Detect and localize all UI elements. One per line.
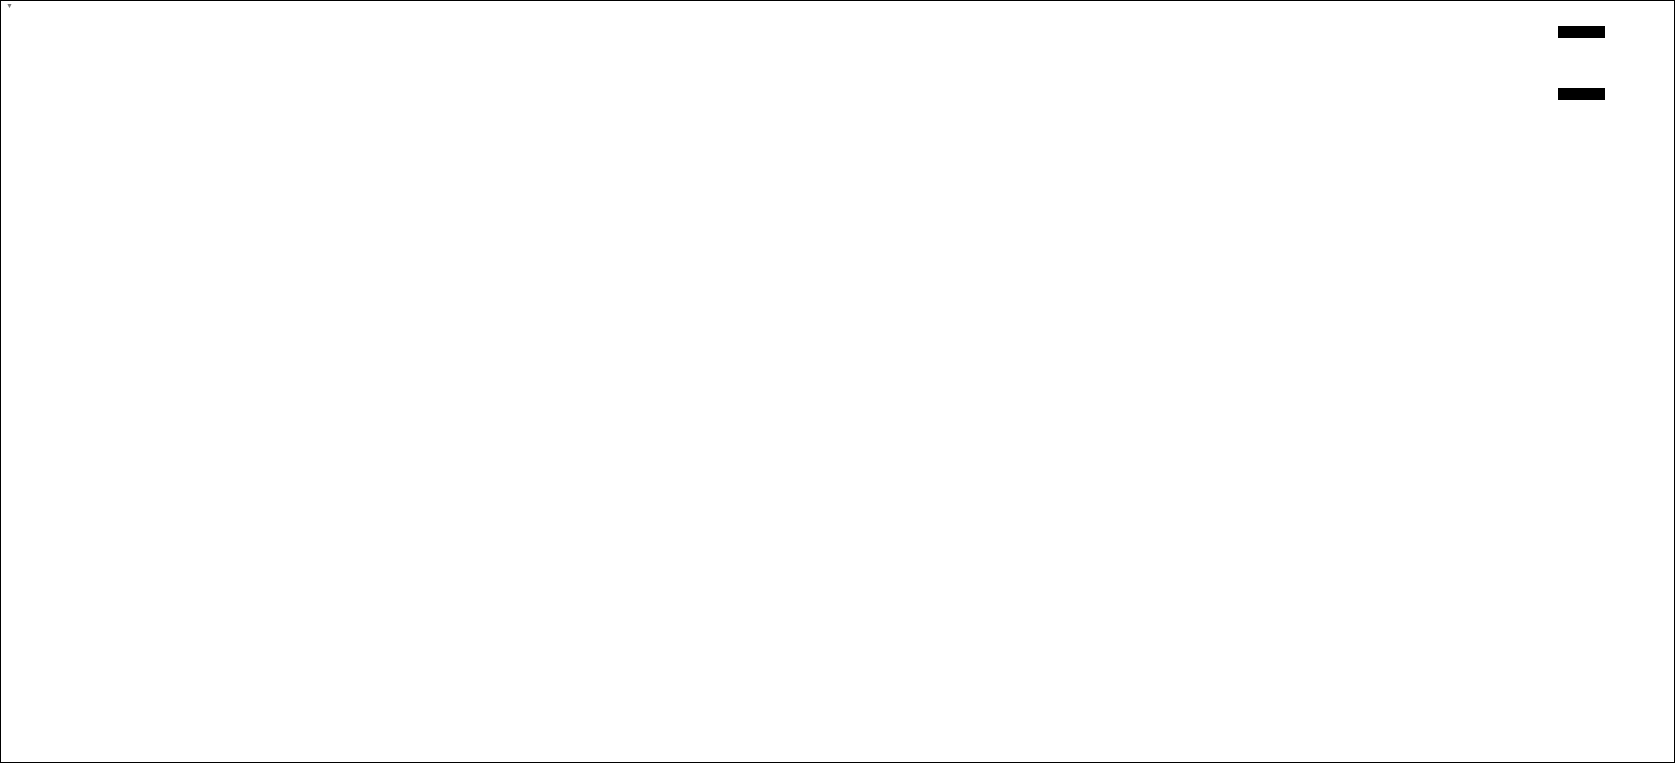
current-price-badge bbox=[1558, 26, 1605, 38]
macd-indicator-label bbox=[5, 530, 17, 541]
triangle-down-icon[interactable]: ▼ bbox=[6, 3, 13, 10]
chart-title-bar: ▼ bbox=[6, 3, 38, 10]
hline-price-badge bbox=[1558, 88, 1605, 100]
